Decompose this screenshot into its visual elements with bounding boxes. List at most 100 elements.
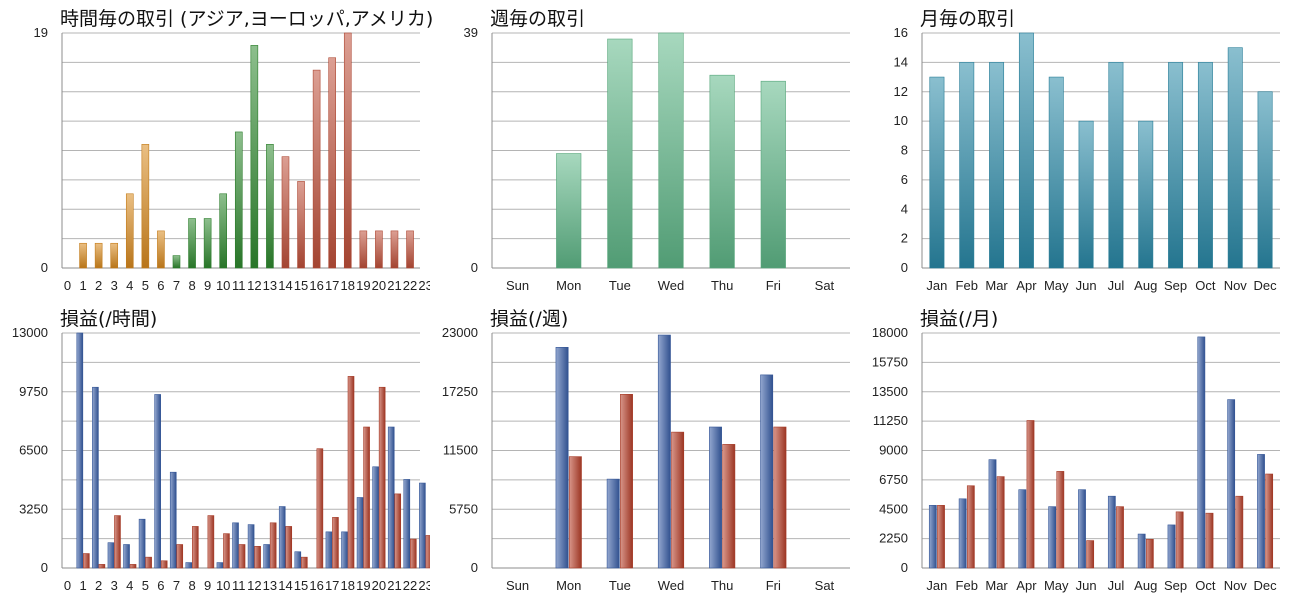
bar (372, 466, 379, 569)
bar (154, 394, 161, 569)
bar (1205, 512, 1214, 569)
y-tick-label: 9000 (879, 443, 908, 458)
bar (959, 62, 975, 269)
bar (1078, 120, 1094, 269)
gridlines (492, 332, 850, 569)
bar (250, 45, 259, 269)
bar (929, 76, 945, 269)
x-tick-label: 16 (309, 578, 323, 593)
y-tick-label: 12 (894, 84, 908, 99)
bar (722, 444, 736, 569)
bar (773, 426, 787, 569)
x-tick-label: Mar (985, 278, 1008, 293)
bar (188, 218, 196, 269)
x-tick-label: 0 (64, 578, 71, 593)
bars (928, 336, 1274, 569)
bar (966, 485, 975, 569)
y-tick-label: 6750 (879, 472, 908, 487)
bar (1227, 399, 1236, 569)
x-tick-label: 1 (79, 578, 86, 593)
x-tick-label: 16 (309, 278, 323, 293)
x-tick-label: 4 (126, 278, 133, 293)
bar (1108, 62, 1124, 269)
x-tick-label: 13 (263, 278, 277, 293)
bar (1078, 489, 1086, 569)
bar (760, 80, 786, 269)
bar (606, 478, 620, 569)
y-tick-label: 13500 (872, 384, 908, 399)
x-tick-label: Apr (1016, 278, 1037, 293)
x-tick-label: Tue (609, 578, 631, 593)
x-tick-label: 9 (204, 278, 211, 293)
x-tick-label: 23 (418, 578, 430, 593)
x-tick-label: Jun (1076, 578, 1097, 593)
bar (996, 476, 1005, 569)
bar (123, 544, 130, 569)
bar (394, 493, 402, 569)
y-tick-label: 18000 (872, 325, 908, 340)
bar (657, 334, 671, 569)
bar (157, 230, 165, 269)
bar (297, 181, 305, 269)
bar (556, 153, 582, 269)
x-tick-label: May (1044, 278, 1069, 293)
x-tick-label: Mon (556, 278, 581, 293)
bar (378, 386, 386, 569)
x-tick-label: Nov (1224, 578, 1248, 593)
y-tick-label: 39 (464, 25, 478, 40)
x-tick-label: 17 (325, 278, 339, 293)
x-tick-label: 19 (356, 578, 370, 593)
x-tick-label: Jul (1108, 278, 1125, 293)
bar (278, 506, 286, 569)
bar (709, 74, 735, 269)
bar (409, 538, 417, 569)
monthly-pnl-chart: 0 2250 4500 6750 9000 11250 13500 15750 18000 Jan… (872, 325, 1280, 593)
x-tick-label: 2 (95, 278, 102, 293)
y-tick-label: 23000 (442, 325, 478, 340)
monthly-trades-chart: 0 2 4 6 8 10 12 14 16 Jan Feb Mar Apr May Jun Jul Aug Sep… (894, 25, 1280, 293)
x-tick-label: Sep (1164, 278, 1187, 293)
y-tick-label: 14 (894, 54, 908, 69)
y-tick-label: 0 (901, 260, 908, 275)
x-tick-label: 10 (216, 578, 230, 593)
bar (1167, 524, 1176, 569)
x-tick-label: 5 (142, 278, 149, 293)
x-tick-label: Thu (711, 578, 733, 593)
bar (110, 242, 119, 269)
bar (1048, 506, 1057, 569)
x-tick-label: 17 (325, 578, 339, 593)
bar (1138, 120, 1154, 269)
x-tick-label: Sat (815, 278, 835, 293)
bar (347, 376, 355, 569)
bar (958, 498, 967, 569)
bar (1235, 495, 1244, 569)
y-tick-label: 13000 (12, 325, 48, 340)
weekly-trades-panel: 週毎の取引 0 39 Sun Mon Tue Wed Thu Fri Sat (430, 0, 860, 300)
y-tick-label: 0 (41, 560, 48, 575)
monthly-pnl-panel: 損益(/月) 0 2250 4500 6750 9000 11250 13500 15750 1… (860, 300, 1290, 600)
x-tick-label: Fri (766, 278, 781, 293)
bar (607, 38, 633, 269)
x-tick-label: 11 (232, 278, 246, 293)
bar (138, 518, 146, 569)
weekly-trades-chart: 0 39 Sun Mon Tue Wed Thu Fri Sat (464, 25, 850, 293)
hourly-pnl-panel: 損益(/時間) 0 3250 6500 9750 13000 0 1 2 3 4 5 6 7 8 9 10 11… (0, 300, 430, 600)
y-tick-label: 11500 (443, 443, 478, 458)
x-tick-label: May (1044, 578, 1069, 593)
x-tick-label: 2 (95, 578, 102, 593)
bar (203, 218, 212, 269)
bar (1086, 540, 1095, 569)
x-tick-label: Sun (506, 578, 529, 593)
hourly-trades-panel: 時間毎の取引 (アジア,ヨーロッパ,アメリカ) 0 19 0 1 2 3 4 5 6 7 8 9 10 1… (0, 0, 434, 300)
y-tick-label: 0 (41, 260, 48, 275)
y-tick-label: 2 (901, 231, 908, 246)
bar (709, 426, 722, 569)
bar (223, 533, 230, 569)
bar (1026, 420, 1035, 569)
x-tick-label: 1 (79, 278, 86, 293)
y-tick-label: 6500 (19, 443, 48, 458)
x-tick-label: 5 (142, 578, 149, 593)
x-tick-label: 12 (247, 278, 261, 293)
bar (281, 156, 290, 269)
